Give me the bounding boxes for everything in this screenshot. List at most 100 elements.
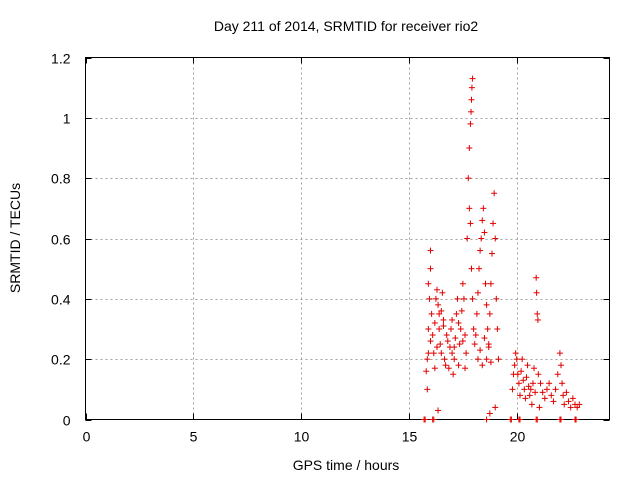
data-point <box>526 392 533 399</box>
data-point <box>436 310 443 317</box>
data-point <box>453 310 460 317</box>
data-point <box>466 145 473 151</box>
data-point <box>424 356 431 363</box>
axis-ticks <box>85 57 610 421</box>
data-point <box>512 350 519 357</box>
data-point <box>463 350 470 357</box>
data-point <box>518 368 525 375</box>
data-point <box>484 326 491 332</box>
data-point <box>444 338 451 345</box>
data-point <box>521 386 528 393</box>
data-point <box>462 365 469 372</box>
data-point <box>431 319 438 326</box>
data-point <box>457 326 464 332</box>
data-point <box>422 416 429 423</box>
plot-frame <box>85 57 610 420</box>
data-point <box>440 322 447 329</box>
data-point <box>424 386 431 393</box>
data-point <box>532 389 539 396</box>
data-point <box>442 362 449 369</box>
data-point <box>483 301 490 308</box>
x-axis-label: GPS time / hours <box>293 457 400 473</box>
data-point <box>576 401 583 408</box>
data-point <box>464 235 471 242</box>
data-point <box>535 371 542 378</box>
data-point <box>533 274 540 281</box>
data-point <box>431 365 438 372</box>
y-tick-label: 1.2 <box>51 51 71 67</box>
data-point <box>520 377 527 384</box>
data-point <box>492 235 499 242</box>
data-point <box>440 316 447 323</box>
data-point <box>548 392 555 399</box>
data-point <box>425 326 432 332</box>
data-point <box>536 404 543 411</box>
data-point <box>515 380 522 387</box>
data-point <box>452 335 459 342</box>
data-point <box>466 205 473 212</box>
data-point <box>423 368 430 375</box>
data-point <box>451 356 458 363</box>
data-point <box>481 335 488 342</box>
data-point <box>460 295 467 302</box>
data-point <box>469 295 476 302</box>
data-point <box>557 362 564 369</box>
data-point <box>574 404 581 411</box>
data-point <box>480 205 487 212</box>
x-tick-label: 15 <box>402 429 418 445</box>
x-tick-label: 10 <box>294 429 310 445</box>
data-point <box>468 96 475 103</box>
data-point <box>445 365 452 372</box>
y-tick-label: 0.2 <box>51 352 71 368</box>
data-point <box>546 380 553 387</box>
data-point <box>436 326 443 332</box>
data-point <box>456 341 463 348</box>
data-point <box>462 332 469 339</box>
data-point <box>569 395 576 402</box>
data-point <box>430 416 437 423</box>
data-point <box>473 310 480 317</box>
x-tick-label: 20 <box>510 429 526 445</box>
data-point <box>448 326 455 332</box>
data-point <box>467 220 474 227</box>
data-point <box>441 356 448 363</box>
data-point <box>560 392 567 399</box>
data-point <box>481 229 488 236</box>
data-point <box>495 356 502 363</box>
data-point <box>459 338 466 345</box>
data-point <box>468 265 475 272</box>
data-point <box>539 389 546 396</box>
data-point <box>426 295 433 302</box>
y-axis-label: SRMTID / TECUs <box>7 183 23 293</box>
data-point <box>511 362 518 369</box>
data-point <box>525 383 532 390</box>
data-points <box>421 75 583 423</box>
data-point <box>435 301 442 308</box>
x-tick-label: 5 <box>190 429 198 445</box>
data-point <box>522 395 529 402</box>
y-tick-label: 0.6 <box>51 232 71 248</box>
x-tick-label: 0 <box>83 429 91 445</box>
data-point <box>557 416 564 423</box>
data-point <box>474 356 481 363</box>
data-point <box>554 371 561 378</box>
data-point <box>483 416 490 423</box>
data-point <box>531 365 538 372</box>
data-point <box>534 316 541 323</box>
chart-title: Day 211 of 2014, SRMTID for receiver rio… <box>214 18 479 34</box>
y-tick-label: 1 <box>63 111 71 127</box>
data-point <box>567 404 574 411</box>
data-point <box>476 265 483 272</box>
data-point <box>491 190 498 197</box>
data-point <box>467 120 474 127</box>
data-point <box>514 371 521 378</box>
data-point <box>493 295 500 302</box>
data-point <box>465 175 472 182</box>
data-point <box>430 350 437 357</box>
data-point <box>427 247 434 254</box>
data-point <box>433 344 440 351</box>
data-point <box>561 401 568 408</box>
data-point <box>519 356 526 363</box>
data-point <box>439 289 446 296</box>
